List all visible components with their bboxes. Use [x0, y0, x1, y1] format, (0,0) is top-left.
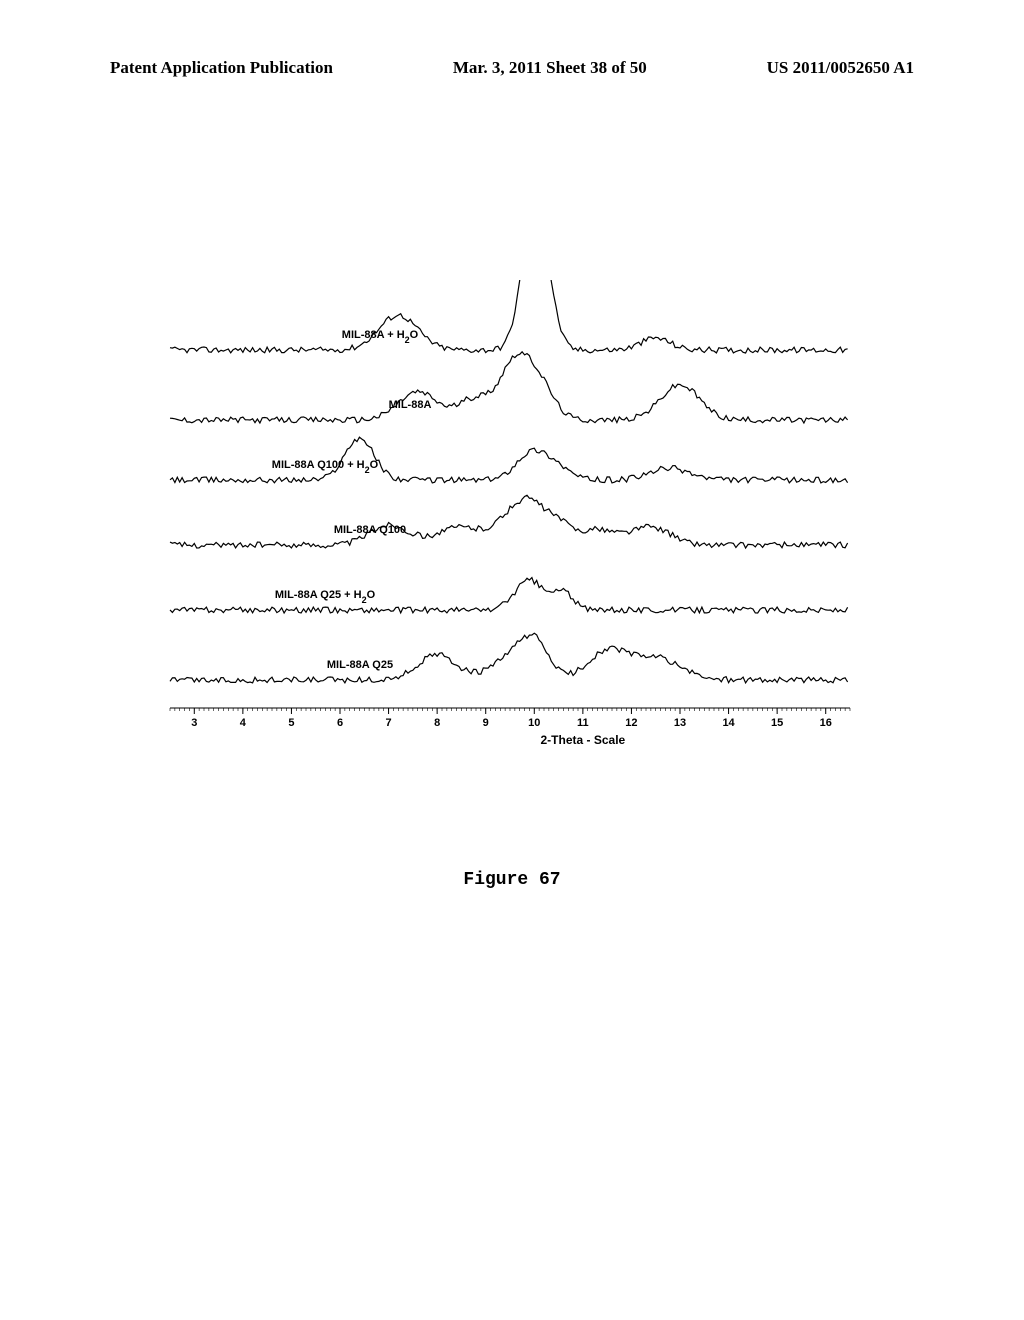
x-tick-label: 6	[337, 717, 343, 729]
x-tick-label: 8	[434, 717, 440, 729]
xrd-trace	[170, 352, 848, 423]
x-tick-label: 16	[820, 717, 832, 729]
x-tick-label: 12	[625, 717, 637, 729]
x-tick-label: 15	[771, 717, 783, 729]
x-tick-label: 3	[191, 717, 197, 729]
x-tick-label: 7	[386, 717, 392, 729]
figure-caption: Figure 67	[0, 870, 1024, 890]
page-header: Patent Application Publication Mar. 3, 2…	[0, 58, 1024, 78]
trace-label: MIL-88A	[389, 399, 432, 411]
xrd-trace	[170, 578, 848, 613]
header-date-sheet: Mar. 3, 2011 Sheet 38 of 50	[453, 58, 647, 78]
trace-label: MIL-88A Q25 + H2O	[275, 589, 376, 605]
xrd-chart-svg: MIL-88A + H2O MIL-88A MIL-88A Q100 + H2O MI…	[160, 280, 860, 750]
trace-label: MIL-88A Q100 + H2O	[272, 459, 379, 475]
xrd-chart: MIL-88A + H2O MIL-88A MIL-88A Q100 + H2O MI…	[160, 280, 860, 750]
trace-label: MIL-88A Q25	[327, 659, 393, 671]
trace-label: MIL-88A + H2O	[342, 329, 419, 345]
x-tick-label: 9	[483, 717, 489, 729]
xrd-trace	[170, 495, 848, 548]
trace-label: MIL-88A Q100	[334, 524, 406, 536]
xrd-trace	[170, 280, 848, 353]
header-publication: Patent Application Publication	[110, 58, 333, 78]
x-tick-label: 4	[240, 717, 247, 729]
xrd-trace	[170, 633, 848, 683]
x-axis-label: 2-Theta - Scale	[541, 733, 626, 747]
x-tick-label: 5	[288, 717, 294, 729]
header-patent-number: US 2011/0052650 A1	[767, 58, 914, 78]
x-tick-label: 10	[528, 717, 540, 729]
x-tick-label: 13	[674, 717, 686, 729]
x-tick-label: 11	[577, 717, 589, 729]
x-tick-label: 14	[722, 717, 735, 729]
